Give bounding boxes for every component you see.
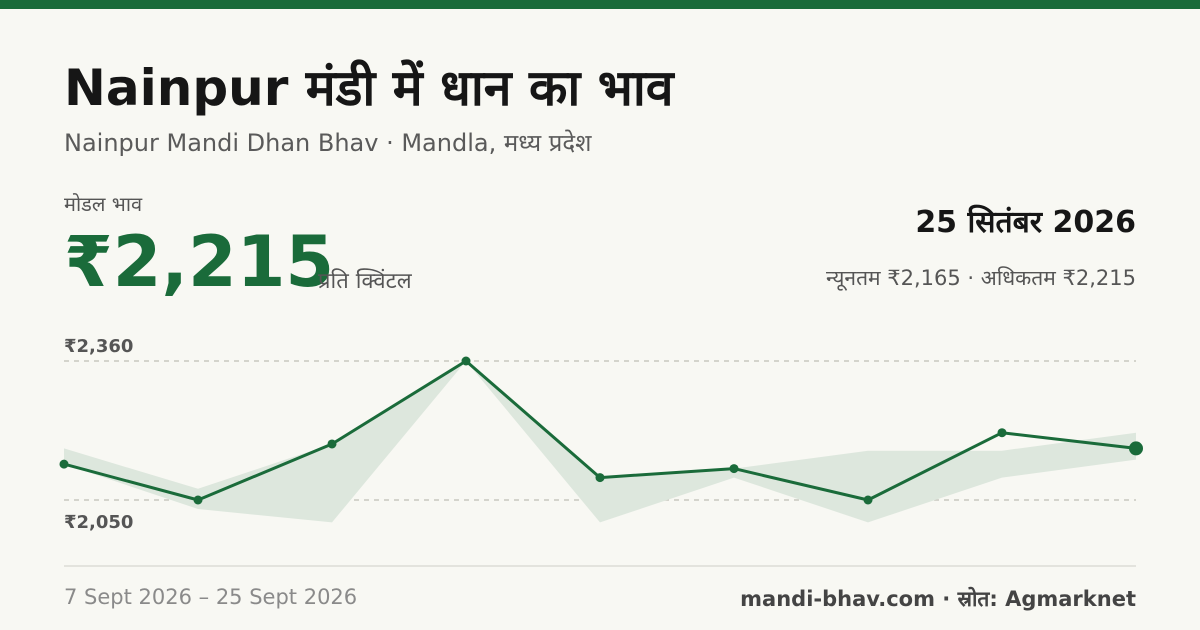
data-point (595, 473, 605, 483)
min-max-band (64, 361, 1136, 523)
data-point (327, 439, 337, 449)
price-unit: प्रति क्विंटल (318, 269, 412, 294)
latest-data-point (1129, 441, 1143, 456)
price-range: न्यूनतम ₹2,165 · अधिकतम ₹2,215 (826, 266, 1136, 290)
data-point (461, 356, 471, 366)
reference-label: ₹2,050 (64, 512, 133, 533)
price-chart: ₹2,360 ₹2,050 (59, 336, 1143, 533)
source-credit: mandi-bhav.com · स्रोत: Agmarknet (740, 587, 1136, 611)
date-period: 7 Sept 2026 – 25 Sept 2026 (64, 585, 358, 609)
top-accent-bar (0, 0, 1200, 9)
page-subtitle: Nainpur Mandi Dhan Bhav · Mandla, मध्य प… (64, 129, 592, 157)
data-point (59, 459, 69, 469)
page-title: Nainpur मंडी में धान का भाव (64, 59, 674, 117)
data-points (59, 356, 1143, 505)
data-point (863, 495, 873, 505)
reference-lines (64, 360, 1136, 501)
reference-labels: ₹2,360 ₹2,050 (64, 336, 133, 533)
footer-divider (64, 565, 1136, 567)
price-date: 25 सितंबर 2026 (915, 205, 1136, 240)
data-point (997, 428, 1007, 438)
reference-label: ₹2,360 (64, 336, 133, 357)
modal-price-value: ₹2,215 (64, 221, 335, 303)
data-point (193, 495, 203, 505)
data-point (729, 464, 739, 474)
modal-price-label: मोडल भाव (64, 192, 143, 216)
